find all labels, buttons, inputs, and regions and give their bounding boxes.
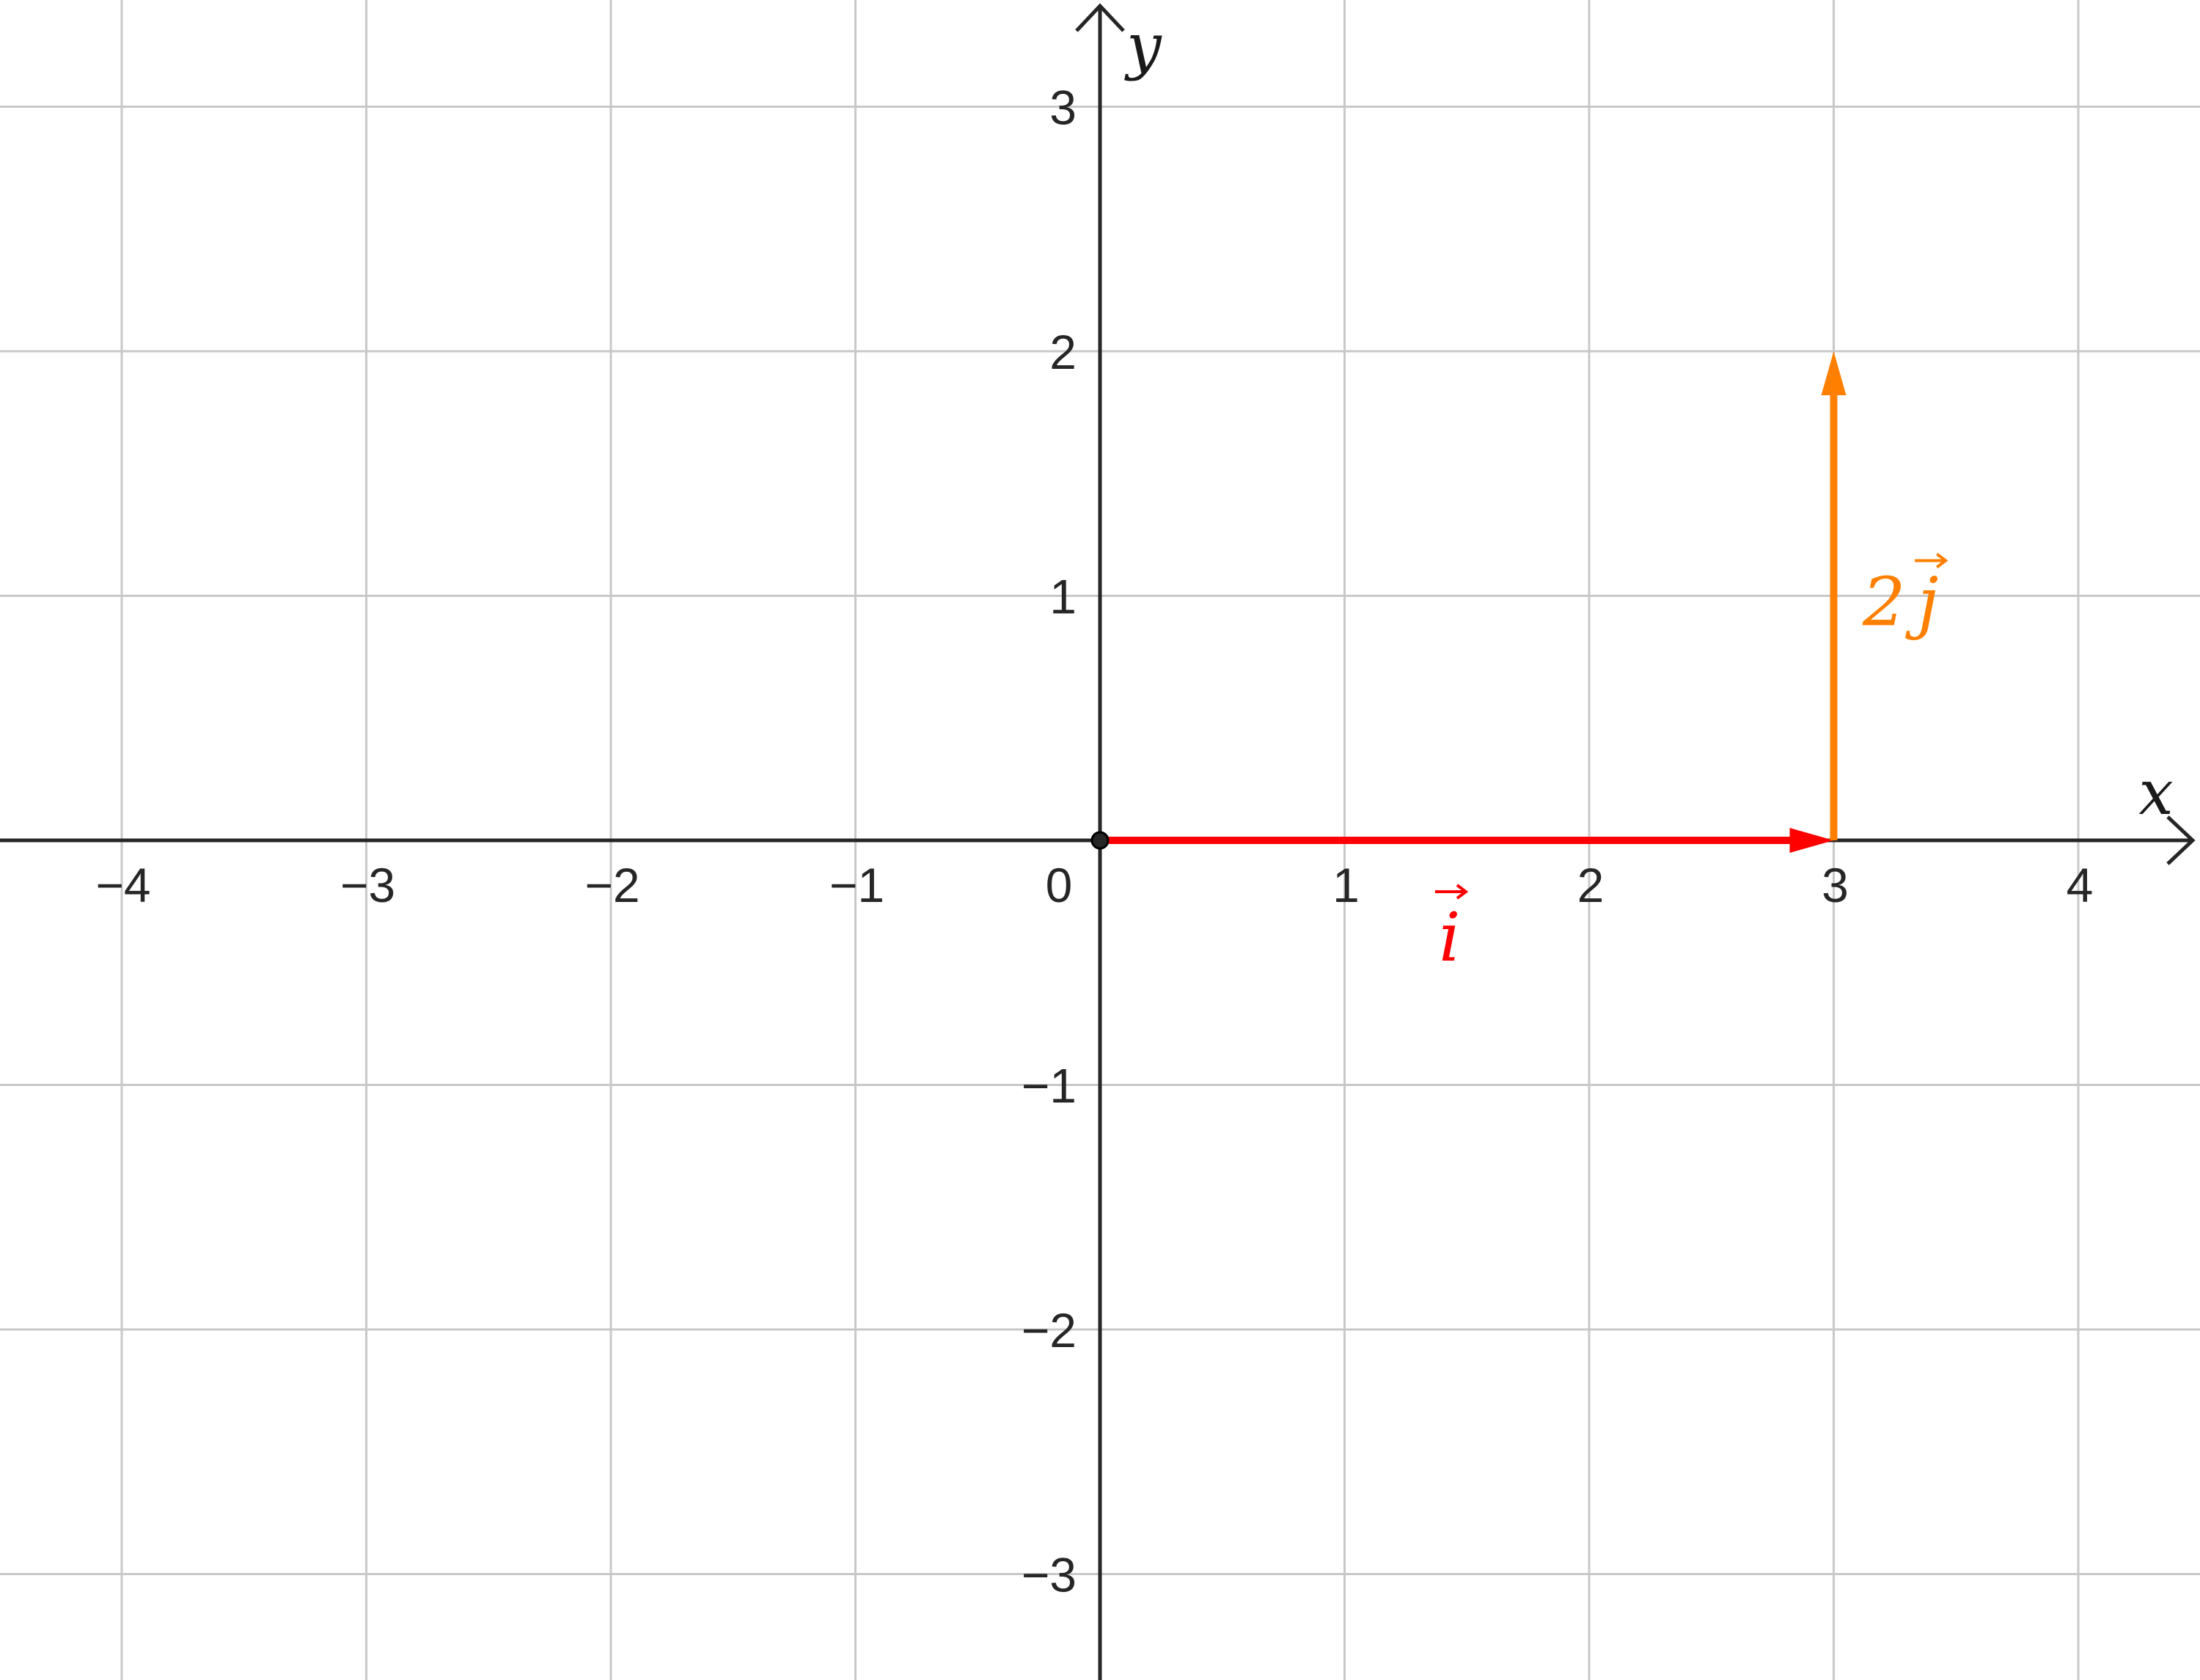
x-tick-label: −4 [95,858,150,912]
y-tick-label: −1 [1022,1059,1077,1113]
vector-i: i [1100,828,1834,977]
y-axis-arrowhead [1075,3,1125,32]
origin-point [1090,831,1110,850]
x-tick-label: 2 [1577,858,1605,912]
vector-i-overarrow-icon [1434,884,1469,900]
y-tick-label: 1 [1049,570,1077,624]
x-tick-label: −1 [829,858,884,912]
x-tick-label: −2 [584,858,639,912]
origin-label: 0 [1046,858,1073,912]
y-tick-label: −3 [1022,1548,1077,1602]
vector-2j-overarrow-icon [1915,552,1948,569]
y-tick-label: 2 [1049,325,1077,379]
x-tick-label: 4 [2067,858,2094,912]
x-tick-label: 3 [1822,858,1849,912]
vector-2j-coefficient: 2 [1862,563,1906,642]
vector-2j: 2 j [1821,351,1948,840]
vector-2j-label: j [1905,563,1939,642]
y-axis-label: y [1123,10,1162,82]
vector-i-label: i [1439,898,1460,977]
x-tick-label: 1 [1332,858,1360,912]
x-axis-label: x [2138,757,2173,829]
x-axis-arrowhead [2166,815,2196,865]
x-tick-label: −3 [340,858,395,912]
y-tick-label: 3 [1049,81,1077,135]
tick-labels: −4 −3 −2 −1 1 2 3 4 3 2 1 −1 −2 −3 [95,81,2093,1602]
vector-i-arrowhead [1789,828,1834,853]
vector-2j-arrowhead [1821,351,1847,395]
y-tick-label: −2 [1022,1303,1077,1357]
